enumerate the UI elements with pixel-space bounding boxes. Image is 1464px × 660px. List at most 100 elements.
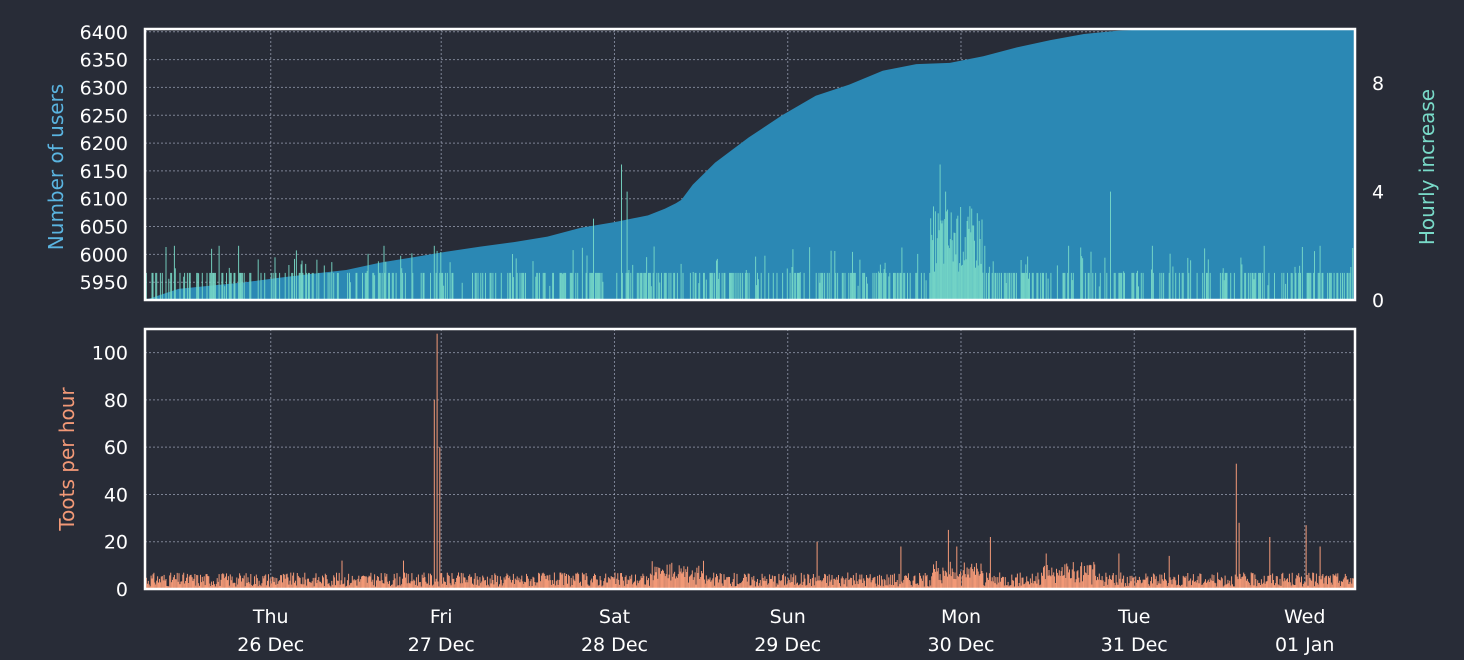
toots-bar [799,583,801,589]
hourly-bar [734,272,736,300]
toots-bar [1001,577,1002,589]
toots-bar [1010,585,1012,589]
hourly-bar [581,247,583,300]
hourly-bar [516,272,518,300]
toots-bar [1261,584,1263,589]
toots-bar [270,583,272,589]
toots-bar [752,579,754,589]
toots-bar [1140,583,1142,589]
toots-bar [839,583,840,589]
toots-bar [1200,574,1202,589]
toots-bar [1082,581,1084,589]
hourly-bar [1350,267,1352,300]
hourly-bar [689,272,691,300]
toots-bar [485,585,487,589]
toots-bar [1065,578,1067,589]
toots-bar [240,581,242,589]
toots-bar [659,568,661,589]
toots-bar [954,572,956,589]
toots-bar [836,577,838,589]
toots-bar [1206,582,1207,589]
hourly-bar [423,272,425,300]
toots-bar [534,582,536,589]
toots-bar [461,583,463,589]
toots-bar [518,577,520,589]
toots-bar [771,578,772,589]
toots-bar [592,582,594,589]
hourly-bar [1003,272,1005,300]
toots-bar [867,578,869,589]
hourly-bar [1347,272,1349,300]
toots-bar [1285,580,1287,589]
toots-bar [339,584,341,589]
toots-bar [1194,581,1196,589]
toots-bar [880,575,882,589]
toots-bar [169,575,171,589]
toots-bar [609,579,611,589]
hourly-bar [206,272,208,300]
toots-bar [728,576,730,589]
toots-bar [289,580,291,589]
hourly-bar [961,264,963,300]
hourly-bar [1071,280,1073,300]
toots-bar [1163,580,1165,589]
hourly-bar [942,220,944,300]
toots-bar [1204,581,1206,589]
toots-bar [869,574,871,589]
toots-bar [1038,579,1040,589]
hourly-bar [616,272,618,300]
hourly-bar [960,207,962,300]
hourly-bar [329,272,331,300]
toots-bar [825,583,827,589]
hourly-bar [1298,272,1300,300]
hourly-bar [279,272,281,300]
toots-bar [772,581,774,589]
toots-bar [312,577,314,589]
toots-bar [440,573,442,589]
toots-bar [607,577,609,589]
hourly-bar [991,272,993,300]
toots-bar [199,585,200,589]
toots-bar [829,581,831,589]
toots-bar [190,574,192,589]
toots-bar [1061,567,1063,589]
toots-bar [576,573,578,589]
toots-bar [538,572,540,589]
toots-bar [582,574,584,589]
toots-bar [847,572,849,589]
hourly-bar [1006,272,1008,300]
toots-bar [1127,585,1129,589]
toots-bar [1172,579,1174,589]
toots-bar [1318,576,1320,589]
toots-bar [570,577,572,589]
hourly-bar [721,272,723,300]
toots-bar [784,576,786,589]
toots-bar [182,574,184,589]
hourly-bar [822,272,824,300]
toots-bar [574,581,576,589]
hourly-bar [213,272,214,300]
toots-bar [987,577,989,589]
toots-bar [1101,576,1103,589]
toots-bar [1013,580,1015,589]
hourly-bar [308,272,309,300]
hourly-bar [388,272,390,300]
toots-bar [230,580,232,589]
toots-bar [460,572,462,589]
toots-bar [1124,583,1126,589]
toots-bar [1054,576,1056,589]
toots-bar [1249,585,1251,589]
toots-bar [744,574,746,589]
hourly-bar [745,270,747,300]
toots-bar [1173,576,1175,589]
toots-bar [438,586,440,589]
toots-bar [1189,580,1191,589]
hourly-bar [441,272,443,300]
toots-bar [1051,567,1053,589]
hourly-bar [909,272,911,300]
toots-bar [444,581,446,589]
toots-bar [295,580,296,589]
toots-bar [1177,584,1179,589]
hourly-bar [857,285,859,300]
toots-bar [200,574,201,589]
